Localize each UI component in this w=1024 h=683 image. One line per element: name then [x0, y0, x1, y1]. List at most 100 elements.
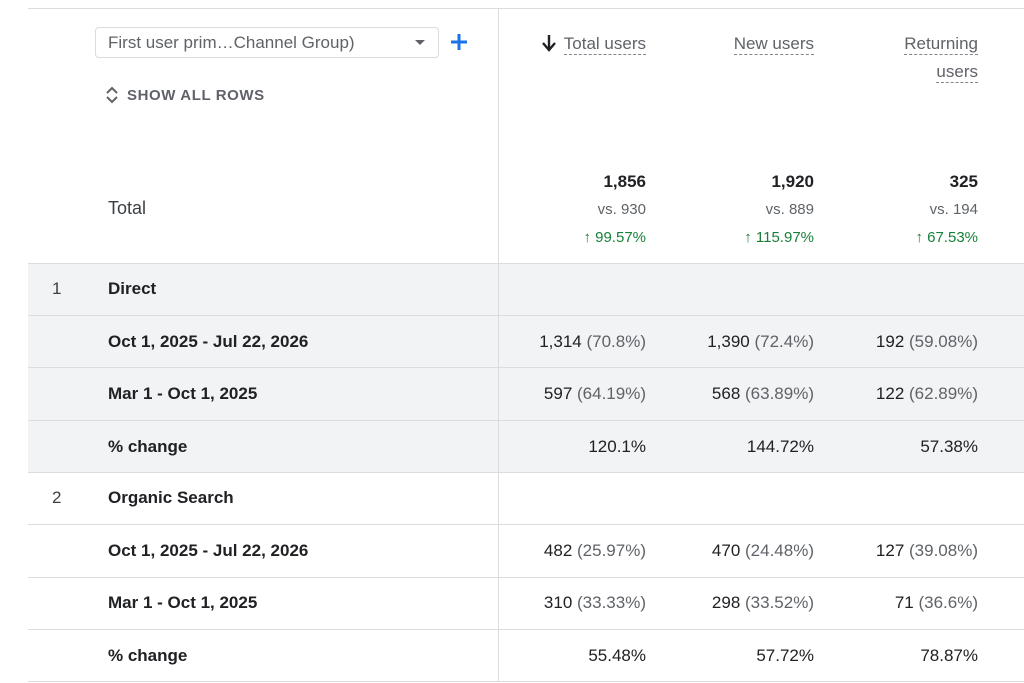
metric-percent: (62.89%): [909, 384, 978, 403]
metric-percent: (33.52%): [745, 593, 814, 612]
metric-value: 1,314: [539, 332, 582, 351]
period-label: % change: [108, 437, 188, 456]
change-cell: 55.48%: [588, 646, 646, 665]
column-label: Returning: [904, 34, 978, 55]
arrow-up-icon: ↑: [583, 229, 596, 246]
metric-percent: (72.4%): [754, 332, 814, 351]
metric-cell: 1,390 (72.4%): [707, 332, 814, 352]
add-icon: [451, 34, 467, 50]
metric-value: 482: [543, 541, 573, 560]
group-name[interactable]: Direct: [108, 279, 157, 298]
row-rank: 2: [52, 488, 62, 507]
metric-cell: 71 (36.6%): [895, 593, 978, 613]
total-change: ↑ 67.53%: [915, 224, 978, 252]
arrow-up-icon: ↑: [915, 229, 928, 246]
total-value: 1,856: [603, 172, 646, 191]
change-cell: 78.87%: [920, 646, 978, 665]
metric-value: 470: [711, 541, 741, 560]
row-band-direct: [28, 264, 1024, 473]
total-comparison: vs. 930: [597, 201, 646, 218]
divider: [28, 315, 1024, 316]
metric-percent: (64.19%): [577, 384, 646, 403]
totals-label: Total: [108, 198, 147, 218]
column-label-line2: users: [936, 62, 978, 83]
divider: [28, 681, 1024, 682]
metric-percent: (25.97%): [577, 541, 646, 560]
group-name[interactable]: Organic Search: [108, 488, 234, 507]
divider: [28, 524, 1024, 525]
metric-value: 568: [711, 384, 741, 403]
period-label: Oct 1, 2025 - Jul 22, 2026: [108, 541, 309, 560]
total-change: ↑ 99.57%: [583, 224, 646, 252]
divider: [28, 420, 1024, 421]
change-cell: 144.72%: [746, 437, 814, 456]
divider: [28, 472, 1024, 473]
add-dimension-button[interactable]: [446, 27, 472, 57]
divider: [28, 367, 1024, 368]
change-cell: 57.38%: [920, 437, 978, 456]
total-comparison: vs. 194: [929, 201, 978, 218]
change-cell: 120.1%: [588, 437, 646, 456]
period-label: Mar 1 - Oct 1, 2025: [108, 593, 258, 612]
row-rank: 1: [52, 279, 62, 298]
show-all-rows-label: SHOW ALL ROWS: [127, 86, 265, 104]
column-label: New users: [733, 34, 814, 55]
total-cell: 1,920 vs. 889 ↑ 115.97%: [744, 168, 814, 252]
metric-percent: (63.89%): [745, 384, 814, 403]
total-change-value: 67.53%: [927, 229, 978, 246]
metric-percent: (39.08%): [909, 541, 978, 560]
dimension-selector[interactable]: First user prim…Channel Group): [95, 27, 439, 58]
metric-cell: 568 (63.89%): [712, 384, 814, 404]
unfold-icon: [106, 86, 118, 104]
total-change-value: 115.97%: [755, 229, 814, 246]
metric-percent: (70.8%): [586, 332, 646, 351]
divider: [28, 8, 1024, 9]
metric-cell: 482 (25.97%): [544, 541, 646, 561]
column-header-returning-users[interactable]: Returning users: [904, 30, 978, 86]
column-header-new-users[interactable]: New users: [733, 30, 814, 58]
period-label: % change: [108, 646, 188, 665]
total-change: ↑ 115.97%: [744, 224, 814, 252]
metric-cell: 122 (62.89%): [876, 384, 978, 404]
metric-value: 298: [711, 593, 741, 612]
total-cell: 1,856 vs. 930 ↑ 99.57%: [583, 168, 646, 252]
total-comparison: vs. 889: [765, 201, 814, 218]
metric-value: 310: [543, 593, 573, 612]
change-cell: 57.72%: [756, 646, 814, 665]
dimension-selector-label: First user prim…Channel Group): [108, 32, 355, 52]
metric-percent: (33.33%): [577, 593, 646, 612]
metric-percent: (59.08%): [909, 332, 978, 351]
metric-cell: 127 (39.08%): [876, 541, 978, 561]
total-cell: 325 vs. 194 ↑ 67.53%: [915, 168, 978, 252]
column-divider: [498, 8, 499, 682]
divider: [28, 629, 1024, 630]
metric-value: 597: [543, 384, 573, 403]
metric-cell: 470 (24.48%): [712, 541, 814, 561]
metric-cell: 1,314 (70.8%): [539, 332, 646, 352]
column-header-total-users[interactable]: Total users: [541, 30, 646, 58]
total-value: 1,920: [771, 172, 814, 191]
metric-value: 122: [875, 384, 905, 403]
total-value: 325: [949, 172, 978, 191]
metric-cell: 192 (59.08%): [876, 332, 978, 352]
metric-value: 71: [894, 593, 914, 612]
metric-percent: (36.6%): [918, 593, 978, 612]
arrow-down-icon: [541, 35, 556, 52]
metric-value: 127: [875, 541, 905, 560]
arrow-up-icon: ↑: [744, 229, 756, 246]
metric-cell: 298 (33.52%): [712, 593, 814, 613]
period-label: Oct 1, 2025 - Jul 22, 2026: [108, 332, 309, 351]
metric-percent: (24.48%): [745, 541, 814, 560]
metric-value: 192: [875, 332, 905, 351]
metric-cell: 597 (64.19%): [544, 384, 646, 404]
column-label: Total users: [563, 34, 646, 55]
dropdown-caret-icon: [415, 40, 425, 45]
total-change-value: 99.57%: [595, 229, 646, 246]
period-label: Mar 1 - Oct 1, 2025: [108, 384, 258, 403]
divider: [28, 263, 1024, 264]
metric-cell: 310 (33.33%): [544, 593, 646, 613]
metric-value: 1,390: [707, 332, 750, 351]
divider: [28, 577, 1024, 578]
show-all-rows-button[interactable]: SHOW ALL ROWS: [105, 84, 265, 106]
